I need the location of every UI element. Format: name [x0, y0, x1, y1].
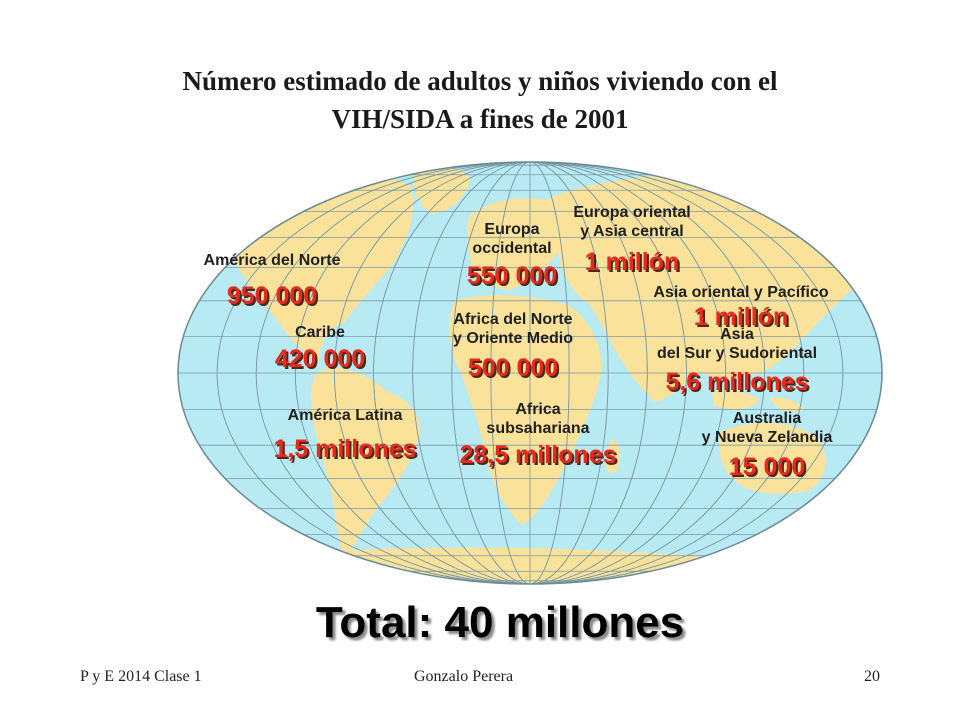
landmass-madagascar: [605, 439, 620, 473]
region-label-america-del-norte: América del Norte: [204, 251, 341, 270]
region-label-line: Europa: [484, 221, 540, 238]
region-label-line: subsahariana: [486, 420, 590, 437]
region-value-africa-subsahariana: 28,5 millones: [459, 441, 617, 469]
graticule-meridian: [255, 162, 805, 584]
total-label: Total: 40 millones: [315, 598, 685, 647]
region-label-line: Australia: [732, 410, 802, 427]
region-value-america-del-norte: 950 000: [226, 282, 318, 310]
footer-author: Gonzalo Perera: [414, 668, 514, 685]
region-label-asia-sur: Asia del Sur y Sudoriental: [657, 325, 817, 363]
landmass-australia: [718, 422, 826, 494]
graticule-meridian: [490, 162, 570, 584]
footer-course: P y E 2014 Clase 1: [80, 668, 202, 685]
region-label-line: Asia oriental y Pacífico: [653, 284, 829, 301]
title-line-1: Número estimado de adultos y niños vivie…: [182, 66, 778, 96]
region-value-africa-del-norte: 500 000: [467, 354, 559, 382]
globe-outline: [177, 161, 883, 585]
graticule-meridian: [412, 162, 648, 584]
region-label-america-latina: América Latina: [288, 406, 403, 425]
region-value-america-latina: 1,5 millones: [273, 435, 417, 463]
landmass-indonesia: [712, 390, 804, 412]
region-label-line: occidental: [472, 240, 552, 257]
region-label-line: Asia: [720, 326, 754, 343]
region-label-africa-del-norte: Africa del Norte y Oriente Medio: [453, 310, 573, 348]
region-label-line: América del Norte: [203, 252, 341, 269]
landmass-new-zealand: [847, 488, 858, 515]
landmass-europe: [466, 198, 560, 290]
region-value-caribe: 420 000: [274, 345, 366, 373]
landmass-africa: [449, 295, 602, 525]
graticule-meridian: [373, 162, 687, 584]
region-label-line: y Nueva Zelandia: [701, 429, 833, 446]
region-label-line: y Oriente Medio: [452, 330, 574, 347]
graticule-meridian: [451, 162, 609, 584]
region-label-line: Africa del Norte: [453, 311, 573, 328]
region-label-europa-oriental: Europa oriental y Asia central: [573, 203, 690, 241]
footer-page-number: 20: [864, 668, 880, 685]
region-value-europa-occidental: 550 000: [466, 262, 558, 290]
graticule-grid: [178, 162, 882, 584]
region-label-line: Africa: [515, 401, 561, 418]
region-value-europa-oriental: 1 millón: [584, 248, 680, 276]
title-line-2: VIH/SIDA a fines de 2001: [331, 104, 629, 134]
region-label-australia: Australia y Nueva Zelandia: [702, 409, 833, 447]
region-label-line: del Sur y Sudoriental: [656, 345, 818, 362]
region-label-caribe: Caribe: [295, 323, 345, 342]
region-label-line: Caribe: [295, 324, 345, 341]
region-label-europa-occidental: Europa occidental: [472, 220, 551, 258]
graticule-meridian: [294, 162, 766, 584]
graticule-meridian: [216, 162, 844, 584]
region-label-africa-subsahariana: Africa subsahariana: [486, 400, 589, 438]
region-label-line: América Latina: [287, 407, 403, 424]
region-label-line: y Asia central: [580, 223, 684, 240]
region-label-asia-oriental: Asia oriental y Pacífico: [653, 283, 828, 302]
region-value-australia: 15 000: [728, 453, 806, 481]
region-value-asia-oriental: 1 millón: [693, 303, 789, 331]
slide-title: Número estimado de adultos y niños vivie…: [80, 62, 880, 138]
graticule-meridian: [334, 162, 726, 584]
region-label-line: Europa oriental: [573, 204, 691, 221]
region-value-asia-sur: 5,6 millones: [665, 368, 809, 396]
